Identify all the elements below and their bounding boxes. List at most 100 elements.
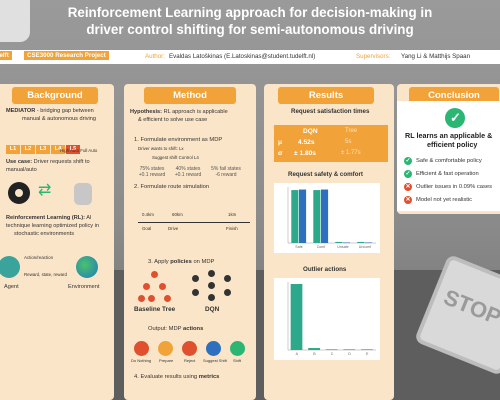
suggest-shift-icon	[206, 341, 221, 356]
satisfaction-table	[274, 125, 388, 162]
action-label: Suggest Shift	[203, 358, 227, 363]
level-badge: L5	[66, 145, 80, 154]
hypothesis-text-2: & efficient to solve use case	[138, 117, 208, 123]
conclusion-main-2: efficient policy	[427, 140, 478, 149]
rl-text-3: stochastic environments	[14, 231, 75, 237]
route-tick: 60km	[172, 212, 183, 217]
x-tick-label: Unsafe	[337, 245, 348, 249]
method-heading: Method	[144, 87, 236, 104]
step-2: 2. Formulate route simulation	[134, 184, 210, 190]
background-heading: Background	[12, 87, 98, 104]
poster-title: Reinforcement Learning approach for deci…	[0, 4, 500, 38]
route-mark: Finish	[226, 226, 238, 231]
step-1-sub-1: Driver wants to shift: Lx	[138, 146, 184, 151]
author-label: Author:	[145, 53, 165, 60]
nn-node	[208, 282, 215, 289]
author-name: Evaldas Latoškinas (E.Latoskinas@student…	[169, 53, 316, 60]
rl-text: Reinforcement Learning (RL): AI	[6, 215, 92, 221]
col-dqn: DQN	[303, 128, 318, 135]
tree-node	[148, 295, 155, 302]
level-badge: L3	[36, 145, 50, 154]
check-icon: ✓	[404, 170, 412, 178]
course-badge: CSE3000 Research Project	[24, 51, 109, 60]
action-label: Reject	[184, 358, 196, 363]
chart-bar	[291, 190, 299, 243]
output-actions: Output: MDP actions	[148, 326, 204, 332]
satisfaction-title: Request satisfaction times	[291, 108, 370, 115]
info-bar: Delft CSE3000 Research Project Author: E…	[0, 50, 500, 64]
chart-bar	[325, 349, 338, 350]
cross-icon: ✕	[404, 183, 412, 191]
environment-icon	[76, 256, 98, 278]
x-tick-label: Uncomf	[359, 245, 371, 249]
mu-dqn: 4.52s	[298, 139, 315, 146]
tree-node	[151, 271, 158, 278]
use-case-text: Use case: Driver requests shift to	[6, 159, 90, 165]
x-tick-label: B	[313, 352, 316, 356]
reward-label: Reward, state, reward	[24, 272, 67, 277]
level-badge: L2	[21, 145, 35, 154]
steering-wheel-icon	[8, 182, 30, 204]
safety-title: Request safety & comfort	[288, 171, 363, 178]
nn-node	[208, 294, 215, 301]
cross-icon: ✕	[404, 196, 412, 204]
chart-bar	[308, 348, 320, 350]
hypothesis-text: Hypothesis: RL approach is applicable	[130, 109, 228, 115]
safety-chart: Safe Comf Unsafe Uncomf	[274, 183, 380, 253]
results-heading: Results	[278, 87, 374, 104]
title-line-2: driver control shifting for semi-autonom…	[86, 22, 414, 37]
tree-node	[138, 295, 145, 302]
university-badge: Delft	[0, 51, 12, 60]
background-panel: Background	[0, 84, 114, 400]
rl-text-2: technique learning optimized policy in	[6, 223, 99, 229]
chart-bar	[343, 349, 356, 350]
x-tick-label: Safe	[295, 245, 302, 249]
tree-node	[164, 295, 171, 302]
state-chip: 40% states +0.1 reward	[174, 166, 202, 178]
outlier-chart: A B C D E	[274, 278, 380, 360]
action-label: Shift	[233, 358, 242, 363]
car-silhouette	[0, 0, 30, 42]
chart-bar	[357, 241, 365, 243]
environment-label: Environment	[68, 284, 100, 290]
agent-label: Agent	[4, 284, 19, 290]
route-line	[138, 222, 250, 223]
chart-bar	[313, 190, 321, 243]
action-label: Do Nothing	[131, 358, 152, 363]
nn-node	[192, 275, 199, 282]
use-case-text-2: manual/auto	[6, 167, 37, 173]
action-label: Prepare	[159, 358, 174, 363]
step-4: 4. Evaluate results using metrics	[134, 374, 220, 380]
route-tick: 0.4km	[142, 212, 154, 217]
mediator-text: MEDIATOR - bridging gap between	[6, 108, 94, 114]
chart-bar	[290, 284, 303, 350]
automation-levels: L1 L2 L3 L4 L5	[6, 137, 81, 155]
mu-symbol: μ	[278, 139, 283, 146]
step-1: 1. Formulate environment as MDP	[134, 137, 223, 143]
dqn-label: DQN	[205, 306, 220, 313]
supervisors-names: Yang Li & Matthijs Spaan	[401, 53, 471, 60]
conclusion-bullet: Efficient & fast operation	[416, 171, 479, 177]
conclusion-bullet: Outlier issues in 0.09% cases	[416, 184, 493, 190]
check-circle-icon	[445, 108, 465, 128]
step-1-sub-2: Suggest shift Control L4	[152, 155, 199, 160]
nn-node	[224, 289, 231, 296]
shift-icon	[230, 341, 245, 356]
mu-tree: 5s	[345, 139, 352, 145]
x-tick-label: A	[296, 352, 299, 356]
x-tick-label: E	[366, 352, 369, 356]
conclusion-heading: Conclusion	[409, 87, 499, 104]
nn-node	[208, 270, 215, 277]
chart-bar	[361, 349, 373, 350]
nn-node	[192, 289, 199, 296]
check-icon: ✓	[404, 157, 412, 165]
supervisors-label: Supervisors:	[356, 53, 391, 60]
levels-hint: High Auto Full Auto	[60, 148, 98, 153]
conclusion-bullet: Safe & comfortable policy	[416, 158, 482, 164]
sigma-tree: ± 1.77s	[341, 150, 361, 156]
sigma-dqn: ± 1.80s	[294, 150, 316, 157]
conclusion-main-1: RL learns an applicable &	[405, 131, 493, 140]
level-badge: L1	[6, 145, 20, 154]
tree-node	[143, 283, 150, 290]
x-tick-label: C	[331, 352, 334, 356]
